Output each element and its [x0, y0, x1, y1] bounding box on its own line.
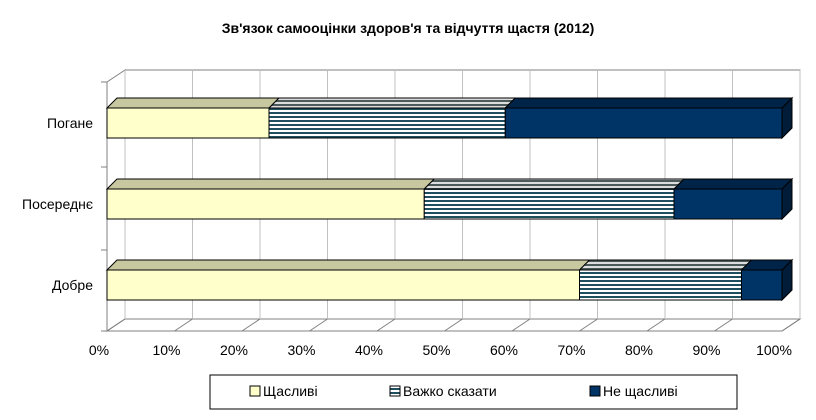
floor-gridline	[174, 318, 193, 332]
legend: Щасливі Важко сказати Не щасливі	[209, 374, 738, 410]
bars	[105, 96, 794, 302]
bar-segment	[672, 177, 794, 221]
bar-front	[423, 188, 675, 220]
legend-swatch	[389, 385, 401, 397]
x-tick-label: 80%	[625, 342, 653, 358]
floor-gridline	[309, 318, 328, 332]
bar-front	[579, 269, 742, 301]
floor-gridline	[376, 318, 396, 332]
bar-top	[672, 178, 794, 190]
floor-gridline	[511, 318, 531, 332]
x-tick-label: 10%	[152, 342, 180, 358]
legend-label: Важко сказати	[403, 383, 497, 399]
bar-front	[106, 188, 425, 220]
bar-top	[105, 259, 591, 271]
legend-label: Щасливі	[263, 383, 318, 399]
bar-top	[504, 97, 794, 109]
floor-gridline	[646, 318, 666, 332]
x-tick-label: 50%	[422, 342, 450, 358]
x-tick-label: 0%	[89, 342, 109, 358]
bar-top	[105, 97, 281, 109]
bar-segment	[105, 97, 281, 139]
bar-front	[673, 188, 783, 220]
bar-top	[578, 259, 753, 271]
bar-segment	[423, 178, 686, 220]
bar-front	[106, 107, 270, 139]
bar-top	[105, 178, 436, 190]
bar-segment	[105, 178, 436, 220]
x-tick-label: 60%	[490, 342, 518, 358]
legend-box	[209, 374, 738, 410]
bar-segment	[105, 259, 591, 301]
floor-gridline	[714, 318, 733, 332]
chart-title: Зв'язок самооцінки здоров'я та відчуття …	[222, 20, 595, 36]
legend-swatch	[589, 385, 601, 397]
bar-front	[504, 107, 783, 139]
category-axis: Погане Посереднє Добре	[22, 81, 107, 332]
bar-front	[268, 107, 506, 139]
x-tick-label: 100%	[756, 342, 792, 358]
x-tick-label: 20%	[220, 342, 248, 358]
floor-gridline	[781, 318, 801, 332]
bar-top	[267, 97, 517, 109]
value-axis: 0% 10% 20% 30% 40% 50% 60% 70% 80% 90% 100%	[89, 342, 792, 358]
bar-front	[106, 269, 580, 301]
category-label: Погане	[47, 115, 93, 131]
x-tick-label: 40%	[355, 342, 383, 358]
x-tick-label: 30%	[287, 342, 315, 358]
floor-gridline	[579, 318, 598, 332]
bar-segment	[504, 96, 794, 140]
floor-gridline	[241, 318, 261, 332]
x-tick-label: 70%	[557, 342, 585, 358]
bar-segment	[740, 258, 794, 302]
category-label: Добре	[52, 277, 93, 293]
bar-segment	[578, 259, 753, 301]
x-tick-label: 90%	[692, 342, 720, 358]
bar-segment	[267, 97, 517, 139]
legend-swatch	[249, 385, 261, 397]
bar-front	[741, 269, 783, 301]
category-label: Посереднє	[22, 196, 93, 212]
legend-label: Не щасливі	[603, 383, 678, 399]
floor-gridline	[106, 318, 126, 332]
bar-top	[423, 178, 686, 190]
floor-gridline	[444, 318, 463, 332]
